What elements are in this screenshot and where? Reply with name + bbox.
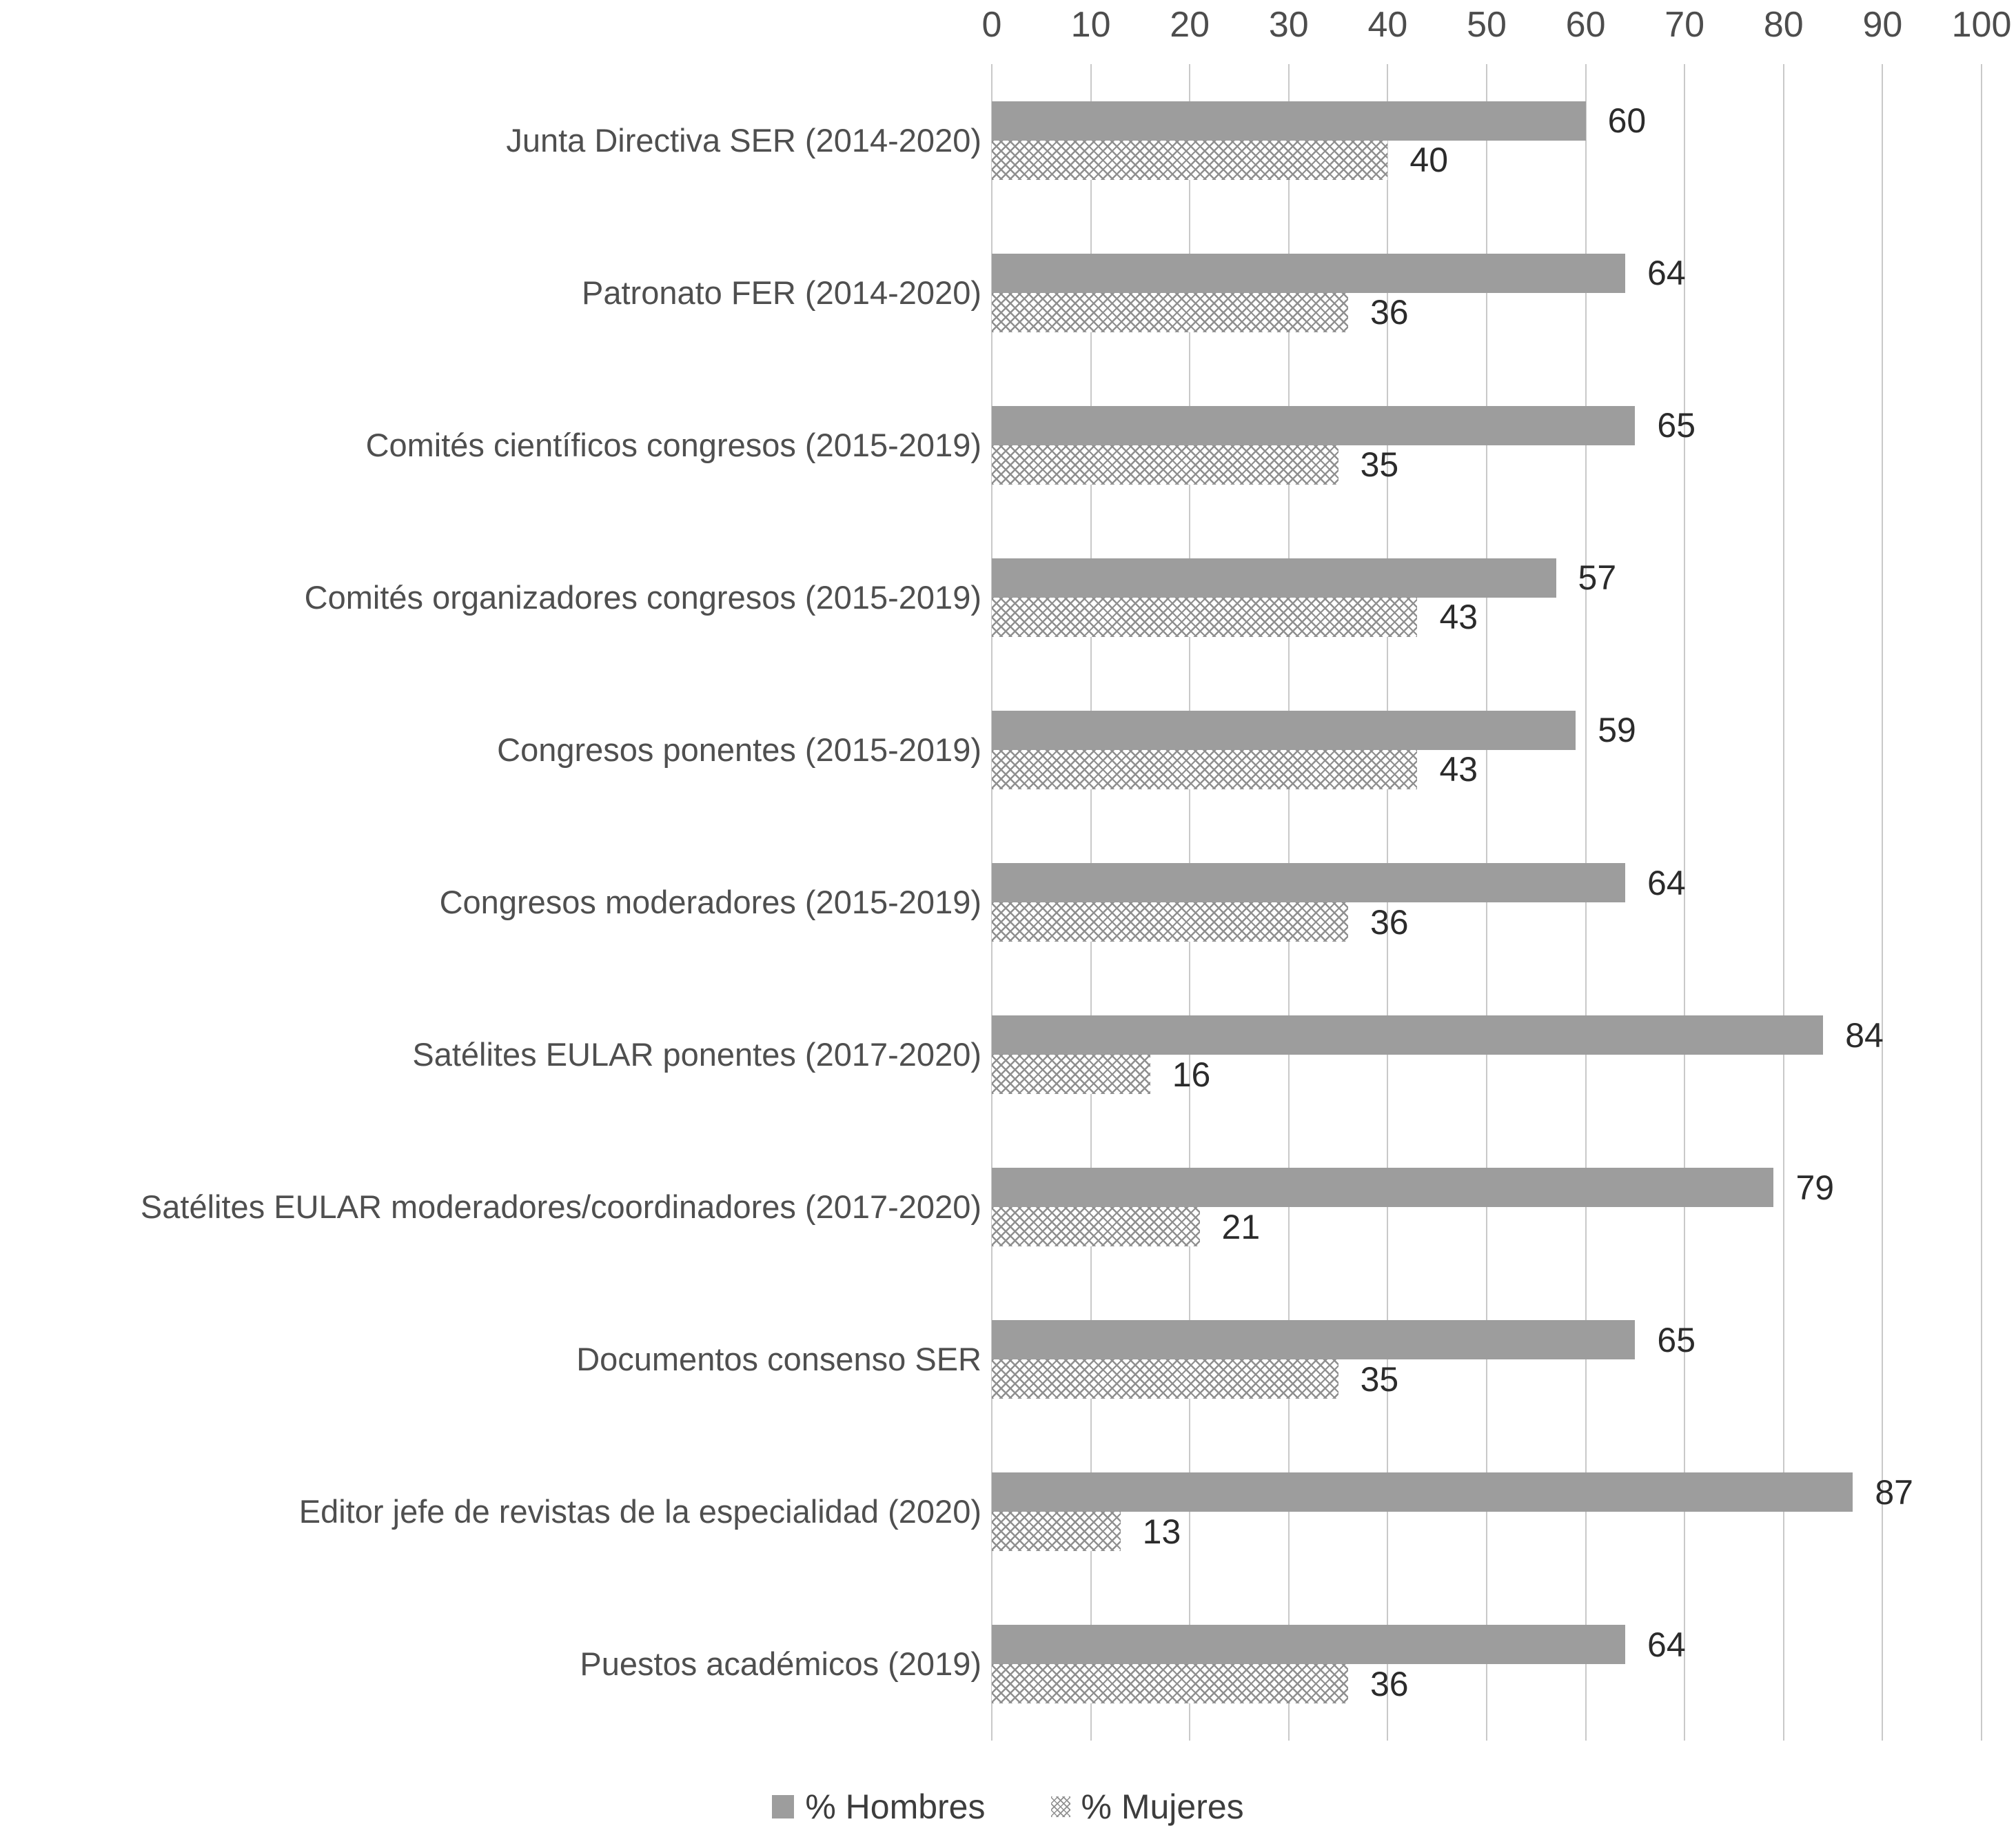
category-label: Satélites EULAR ponentes (2017-2020) [412, 1036, 981, 1073]
bar-mujeres [992, 1055, 1150, 1095]
category-label: Comités organizadores congresos (2015-20… [304, 578, 981, 616]
bar-mujeres [992, 445, 1338, 485]
axis-tick-label: 100 [1951, 5, 2012, 45]
bar-mujeres [992, 1512, 1121, 1552]
bar-mujeres [992, 749, 1418, 789]
legend-item-hombres: % Hombres [772, 1787, 986, 1827]
bar-hombres [992, 405, 1636, 445]
value-label-mujeres: 13 [1142, 1512, 1181, 1551]
value-label-hombres: 60 [1607, 101, 1647, 141]
bar-mujeres [992, 1664, 1348, 1704]
category-label: Satélites EULAR moderadores/coordinadore… [140, 1188, 981, 1226]
value-label-mujeres: 16 [1172, 1055, 1211, 1094]
gridline [1585, 64, 1587, 1741]
gridline [1684, 64, 1686, 1741]
value-label-mujeres: 21 [1221, 1207, 1261, 1246]
category-label: Patronato FER (2014-2020) [582, 274, 981, 311]
category-label: Junta Directiva SER (2014-2020) [506, 121, 981, 159]
category-label: Editor jefe de revistas de la especialid… [298, 1493, 981, 1530]
gridline [1486, 64, 1487, 1741]
bar-mujeres [992, 902, 1348, 942]
category-label: Documentos consenso SER [576, 1341, 981, 1378]
bar-hombres [992, 1015, 1824, 1055]
legend-label-mujeres: % Mujeres [1081, 1787, 1244, 1826]
bar-hombres [992, 101, 1586, 141]
hombres-solid-swatch [772, 1795, 795, 1818]
value-label-mujeres: 43 [1439, 750, 1478, 789]
axis-tick-label: 80 [1763, 5, 1804, 45]
value-label-hombres: 59 [1598, 711, 1636, 750]
bar-hombres [992, 863, 1626, 902]
bar-mujeres [992, 292, 1348, 332]
axis-tick-label: 30 [1268, 5, 1309, 45]
axis-tick-label: 0 [981, 5, 1002, 45]
category-label: Comités científicos congresos (2015-2019… [365, 426, 981, 463]
gridline [1782, 64, 1784, 1741]
axis-tick-label: 10 [1070, 5, 1111, 45]
value-label-mujeres: 35 [1360, 1359, 1399, 1399]
value-label-mujeres: 36 [1370, 293, 1409, 332]
axis-tick-label: 40 [1367, 5, 1408, 45]
value-label-mujeres: 36 [1370, 1664, 1409, 1703]
axis-tick-label: 60 [1565, 5, 1606, 45]
value-label-hombres: 64 [1647, 254, 1686, 293]
category-label: Congresos moderadores (2015-2019) [439, 884, 981, 920]
legend-item-mujeres: % Mujeres [1050, 1787, 1244, 1827]
bar-hombres [992, 1625, 1626, 1665]
bar-hombres [992, 1168, 1774, 1208]
value-label-hombres: 64 [1647, 863, 1686, 902]
axis-tick-label: 20 [1170, 5, 1210, 45]
category-label: Puestos académicos (2019) [580, 1645, 981, 1683]
value-label-mujeres: 36 [1370, 902, 1409, 942]
value-label-mujeres: 40 [1409, 141, 1449, 180]
value-label-hombres: 65 [1657, 1320, 1696, 1359]
legend-label-hombres: % Hombres [805, 1787, 986, 1826]
gridline [1387, 64, 1389, 1741]
value-label-mujeres: 43 [1439, 598, 1478, 637]
category-label: Congresos ponentes (2015-2019) [497, 731, 981, 768]
bar-hombres [992, 1472, 1853, 1512]
value-label-mujeres: 35 [1360, 445, 1399, 485]
value-label-hombres: 79 [1795, 1168, 1835, 1207]
bar-hombres [992, 558, 1556, 598]
bar-mujeres [992, 1359, 1338, 1399]
mujeres-pattern-swatch [1050, 1796, 1070, 1817]
value-label-hombres: 57 [1578, 558, 1617, 598]
legend: % Hombres % Mujeres [0, 1787, 2016, 1827]
bar-hombres [992, 253, 1626, 293]
gridline [1981, 64, 1982, 1741]
bar-mujeres [992, 1207, 1200, 1247]
axis-tick-label: 70 [1664, 5, 1705, 45]
axis-tick-label: 50 [1467, 5, 1507, 45]
bar-mujeres [992, 597, 1418, 637]
value-label-hombres: 65 [1657, 406, 1696, 445]
axis-tick-label: 90 [1862, 5, 1903, 45]
value-label-hombres: 84 [1845, 1015, 1884, 1055]
gridline [1882, 64, 1884, 1741]
value-label-hombres: 64 [1647, 1625, 1686, 1664]
value-label-hombres: 87 [1875, 1472, 1913, 1512]
bar-hombres [992, 1320, 1636, 1360]
bar-mujeres [992, 140, 1388, 180]
bar-hombres [992, 710, 1576, 750]
